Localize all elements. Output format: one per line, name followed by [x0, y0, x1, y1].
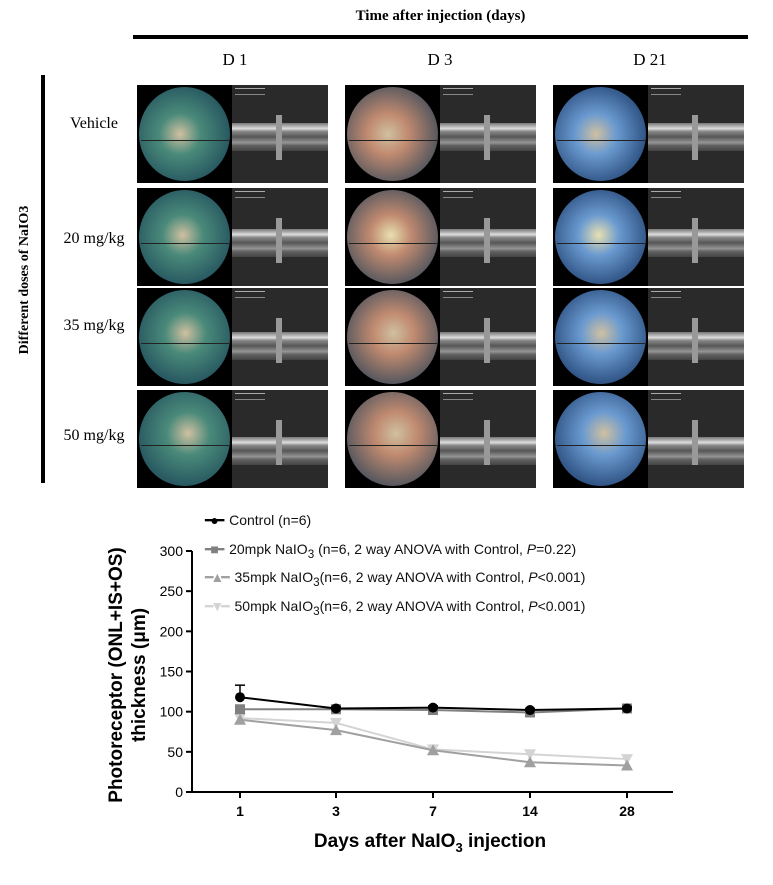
series-line [239, 718, 628, 767]
fundus-image [137, 188, 232, 286]
data-point [330, 717, 342, 729]
x-tick-label: 7 [429, 803, 437, 819]
y-tick-label: 250 [160, 583, 184, 599]
row-label-35: 35 mg/kg [63, 317, 125, 334]
dose-axis-title: Different doses of NaIO3 [17, 205, 32, 355]
row-label-50: 50 mg/kg [63, 427, 125, 444]
x-axis-label: Days after NaIO3 injection [314, 831, 546, 855]
fundus-image [137, 85, 232, 183]
legend-marker-icon: ━■━ [205, 540, 224, 557]
time-axis-title: Time after injection (days) [355, 8, 526, 24]
y-axis-label: Photoreceptor (ONL+IS+OS) [106, 547, 127, 802]
data-point [525, 705, 535, 716]
data-point [524, 756, 536, 768]
legend-item: ━▲━ 35mpk NaIO3(n=6, 2 way ANOVA with Co… [205, 569, 585, 589]
y-tick-label: 200 [160, 623, 184, 639]
fundus-image [345, 85, 440, 183]
data-point [524, 749, 536, 761]
oct-scan-image [440, 188, 536, 286]
data-point [235, 692, 245, 703]
column-header-d1: D 1 [222, 50, 248, 69]
oct-scan-image [648, 188, 744, 286]
data-point [331, 703, 341, 714]
data-point [622, 703, 632, 714]
oct-scan-image [232, 288, 328, 386]
fundus-image [345, 188, 440, 286]
y-tick-label: 50 [167, 744, 183, 760]
fundus-image [553, 85, 648, 183]
oct-scan-image [440, 288, 536, 386]
data-point [428, 702, 438, 713]
legend-item: ━●━ Control (n=6) [205, 512, 311, 529]
column-header-d21: D 21 [633, 50, 667, 69]
data-point [330, 724, 342, 736]
data-point [427, 744, 439, 756]
oct-scan-image [648, 390, 744, 488]
data-point [234, 713, 246, 725]
data-point [621, 759, 633, 771]
fundus-image [553, 390, 648, 488]
fundus-image [137, 288, 232, 386]
fundus-image [553, 288, 648, 386]
x-tick-label: 28 [619, 803, 635, 819]
x-tick-label: 3 [332, 803, 340, 819]
legend-label: Control (n=6) [229, 512, 312, 528]
y-axis-label-line2: thickness (μm) [129, 608, 150, 742]
x-tick-label: 1 [236, 803, 244, 819]
legend-marker-icon: ━●━ [205, 512, 224, 528]
oct-scan-image [232, 188, 328, 286]
oct-scan-image [648, 85, 744, 183]
line-chart: Photoreceptor (ONL+IS+OS) thickness (μm)… [106, 543, 673, 855]
legend-item: ━▼━ 50mpk NaIO3(n=6, 2 way ANOVA with Co… [205, 598, 585, 618]
fundus-image [345, 390, 440, 488]
oct-scan-image [232, 85, 328, 183]
oct-scan-image [440, 85, 536, 183]
fundus-image [345, 288, 440, 386]
legend-label: 50mpk NaIO3(n=6, 2 way ANOVA with Contro… [234, 597, 586, 618]
legend-item: ━■━ 20mpk NaIO3 (n=6, 2 way ANOVA with C… [205, 541, 576, 561]
row-label-20: 20 mg/kg [63, 230, 125, 247]
y-tick-label: 300 [160, 543, 184, 559]
dose-axis-bar [41, 75, 45, 483]
legend-label: 20mpk NaIO3 (n=6, 2 way ANOVA with Contr… [229, 540, 577, 561]
column-header-d3: D 3 [427, 50, 453, 69]
y-tick-label: 0 [175, 784, 183, 800]
row-label-vehicle: Vehicle [70, 115, 118, 132]
oct-scan-image [648, 288, 744, 386]
oct-scan-image [440, 390, 536, 488]
x-tick-label: 14 [522, 803, 538, 819]
time-axis-bar [133, 35, 748, 39]
data-point [235, 704, 245, 715]
legend-label: 35mpk NaIO3(n=6, 2 way ANOVA with Contro… [234, 569, 586, 589]
legend-marker-icon: ━▲━ [205, 569, 230, 585]
y-tick-label: 100 [160, 704, 184, 720]
legend-marker-icon: ━▼━ [205, 597, 230, 614]
y-tick-label: 150 [160, 664, 184, 680]
fundus-image [553, 188, 648, 286]
oct-scan-image [232, 390, 328, 488]
fundus-image [137, 390, 232, 488]
